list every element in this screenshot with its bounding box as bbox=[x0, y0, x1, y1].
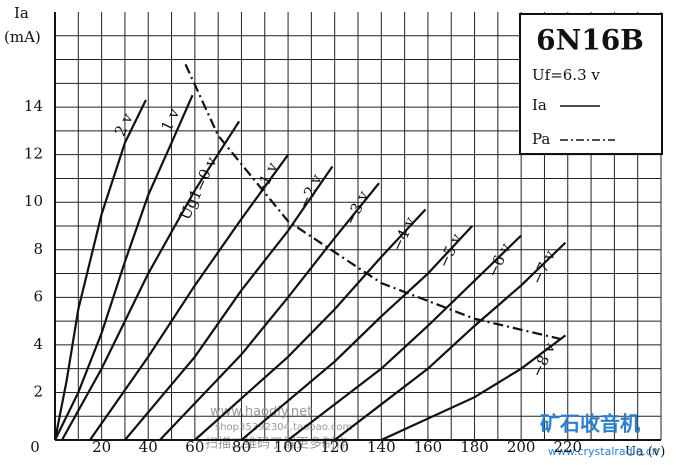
x-tick-label: 140 bbox=[367, 438, 396, 456]
y-axis-unit: (mA) bbox=[4, 28, 41, 46]
curve bbox=[287, 234, 522, 441]
curve bbox=[334, 241, 567, 441]
y-axis-label: Ia bbox=[14, 4, 29, 22]
y-tick-label: 12 bbox=[24, 145, 43, 163]
watermark: www.haodiy.net bbox=[210, 405, 312, 420]
series-label: −5 v bbox=[434, 230, 465, 270]
curve bbox=[194, 208, 427, 441]
y-tick-label: 4 bbox=[33, 335, 43, 353]
series-label: −7 v bbox=[528, 247, 559, 287]
watermark: 矿石收音机 bbox=[540, 412, 640, 436]
series-label: −4 v bbox=[388, 214, 419, 254]
curve bbox=[159, 182, 380, 441]
curve bbox=[184, 63, 566, 342]
y-tick-label: 8 bbox=[33, 240, 43, 258]
x-tick-label: 20 bbox=[92, 438, 111, 456]
curve bbox=[61, 120, 241, 441]
y-tick-label: 10 bbox=[24, 192, 43, 210]
x-tick-label: 80 bbox=[232, 438, 251, 456]
series-label: Ug1=0 v bbox=[176, 154, 221, 223]
watermark: www.crystalradio.cn bbox=[548, 445, 659, 458]
y-tick-label: 14 bbox=[24, 97, 43, 115]
x-tick-label: 0 bbox=[30, 438, 40, 456]
x-tick-label: 100 bbox=[274, 438, 303, 456]
y-tick-label: 2 bbox=[33, 382, 43, 400]
x-tick-label: 180 bbox=[460, 438, 489, 456]
y-tick-label: 6 bbox=[33, 287, 43, 305]
filament-voltage: Uf=6.3 v bbox=[532, 66, 600, 84]
x-tick-label: 60 bbox=[185, 438, 204, 456]
x-tick-label: 200 bbox=[507, 438, 536, 456]
curve bbox=[240, 225, 474, 441]
curve bbox=[53, 99, 147, 441]
tube-name: 6N16B bbox=[536, 24, 644, 57]
x-axis-label: Ua (v) bbox=[625, 445, 665, 460]
x-tick-label: 120 bbox=[320, 438, 349, 456]
x-tick-label: 40 bbox=[139, 438, 158, 456]
legend-label: Ia bbox=[532, 96, 547, 114]
legend-box bbox=[519, 13, 663, 155]
curve bbox=[380, 334, 567, 441]
curve bbox=[124, 165, 334, 441]
x-tick-label: 220 bbox=[553, 438, 582, 456]
x-tick-label: 160 bbox=[414, 438, 443, 456]
watermark: shop35392304.taobao.com bbox=[215, 422, 352, 433]
series-label: −2 v bbox=[295, 171, 326, 211]
series-label: 1 v bbox=[157, 105, 183, 134]
series-label: 2 v bbox=[111, 110, 137, 139]
curve bbox=[89, 154, 289, 441]
series-label: −3 v bbox=[341, 188, 372, 228]
curve bbox=[54, 94, 194, 441]
series-label: −8 v bbox=[528, 340, 559, 380]
legend-label: Pa bbox=[532, 130, 550, 148]
series-label: −6 v bbox=[483, 240, 514, 280]
